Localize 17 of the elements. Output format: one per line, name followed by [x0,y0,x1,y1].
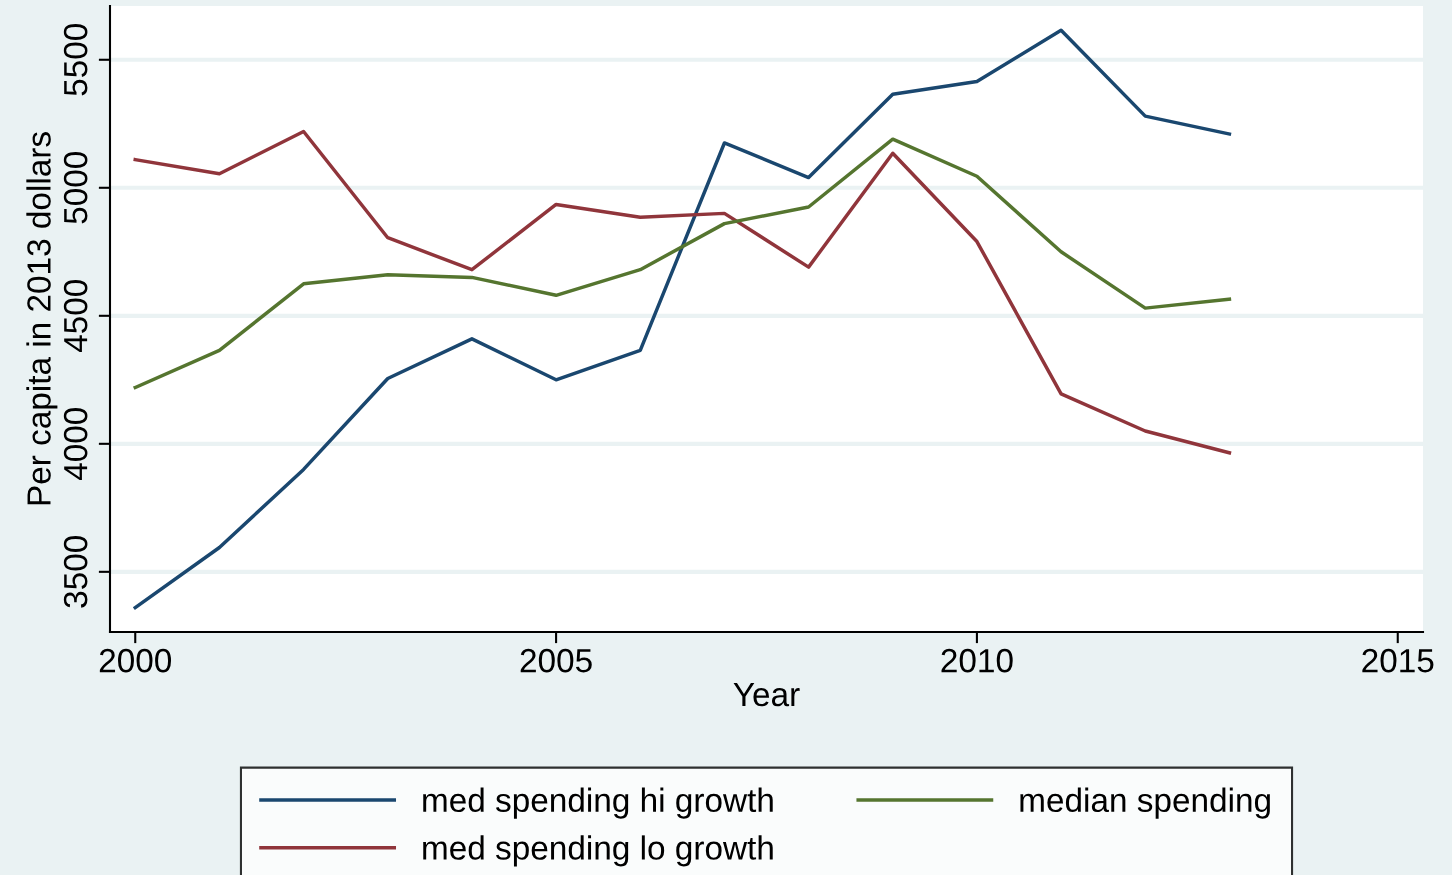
y-tick-label: 4000 [63,408,88,481]
y-tick-label: 4500 [63,280,88,353]
x-tick-label: 2000 [99,648,172,673]
y-tick-label: 5000 [63,152,88,224]
y-axis-title: Per capita in 2013 dollars [26,132,58,505]
legend-label: med spending lo growth [423,835,773,867]
line-series [133,137,1232,390]
x-tick-label: 2010 [941,648,1013,673]
line-series [133,129,1232,455]
x-tick-label: 2005 [520,648,592,673]
legend-label: median spending [1020,787,1270,819]
line-series [133,28,1232,610]
legend-label: med spending hi growth [423,787,773,819]
y-tick-label: 5500 [63,23,88,96]
y-tick-label: 3500 [63,536,88,608]
x-tick-label: 2015 [1362,648,1434,673]
x-axis-title: Year [733,683,800,707]
